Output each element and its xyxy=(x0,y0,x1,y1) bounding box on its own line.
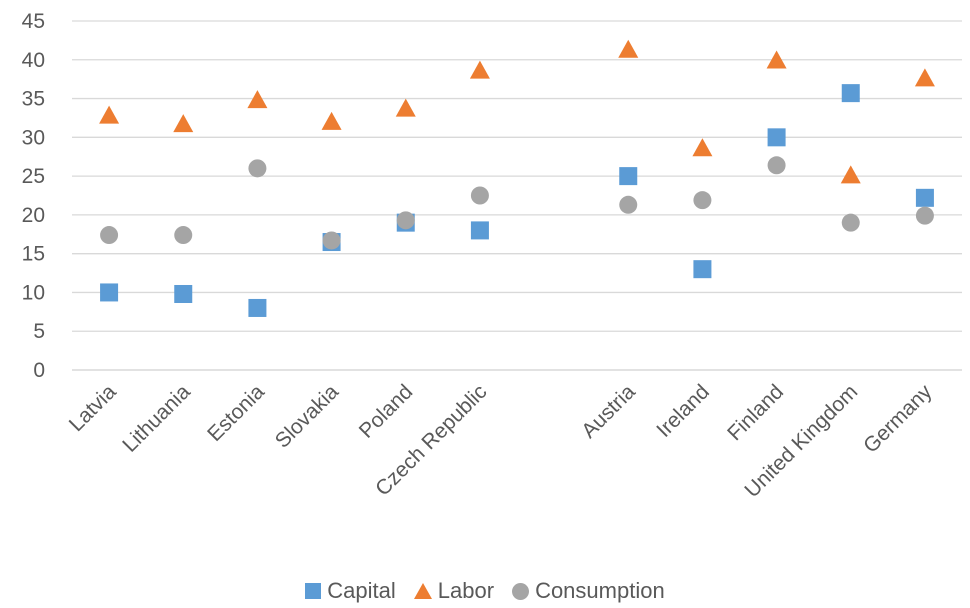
y-tick-label: 45 xyxy=(22,10,45,33)
consumption-point xyxy=(767,156,786,175)
labor-point xyxy=(840,165,861,184)
y-tick-label: 5 xyxy=(33,320,45,343)
consumption-point xyxy=(693,191,712,210)
consumption-point xyxy=(841,213,860,232)
x-tick-label: Estonia xyxy=(203,380,269,446)
y-tick-label: 0 xyxy=(33,359,45,382)
x-tick-label: Finland xyxy=(723,380,788,445)
capital-point xyxy=(470,221,489,240)
y-tick-label: 15 xyxy=(22,243,45,266)
legend-item-capital: Capital xyxy=(305,578,396,604)
capital-point xyxy=(915,188,934,207)
x-tick-label: Austria xyxy=(577,380,640,443)
y-tick-label: 25 xyxy=(22,165,45,188)
capital-point xyxy=(693,260,712,279)
series-consumption xyxy=(100,156,934,250)
x-tick-label: Poland xyxy=(355,380,418,443)
y-tick-label: 35 xyxy=(22,88,45,111)
consumption-point xyxy=(396,211,415,230)
legend-label-capital: Capital xyxy=(327,578,396,603)
capital-point xyxy=(100,283,119,302)
gridlines xyxy=(72,20,962,371)
y-tick-label: 40 xyxy=(22,49,45,72)
consumption-point xyxy=(174,226,193,245)
capital-point xyxy=(248,298,267,317)
x-tick-label: Latvia xyxy=(65,380,121,436)
y-axis-ticks: 0 5 10 15 20 25 30 35 40 45 xyxy=(22,10,45,382)
data-points xyxy=(99,39,935,317)
x-tick-label: Ireland xyxy=(652,380,714,442)
y-tick-label: 30 xyxy=(22,126,45,149)
labor-point xyxy=(173,114,194,133)
labor-point xyxy=(766,50,787,69)
consumption-point xyxy=(100,226,119,245)
labor-point xyxy=(247,90,268,109)
labor-point xyxy=(914,68,935,87)
labor-point xyxy=(395,98,416,117)
labor-point xyxy=(321,111,342,130)
labor-point xyxy=(618,39,639,58)
consumption-point xyxy=(619,195,638,214)
capital-point xyxy=(767,128,786,147)
y-tick-label: 10 xyxy=(22,281,45,304)
consumption-point xyxy=(248,159,267,178)
labor-point xyxy=(692,138,713,157)
capital-point xyxy=(619,167,638,186)
y-tick-label: 20 xyxy=(22,204,45,227)
legend: Capital Labor Consumption xyxy=(0,574,970,608)
legend-item-consumption: Consumption xyxy=(512,578,665,604)
legend-label-consumption: Consumption xyxy=(535,578,665,603)
labor-point xyxy=(469,60,490,79)
series-labor xyxy=(99,39,935,184)
capital-point xyxy=(174,284,193,303)
x-tick-label: Lithuania xyxy=(118,380,195,457)
consumption-point xyxy=(470,186,489,205)
legend-item-labor: Labor xyxy=(413,578,495,604)
square-marker-icon xyxy=(305,583,322,599)
labor-point xyxy=(99,105,120,124)
circle-marker-icon xyxy=(512,582,530,600)
series-capital xyxy=(100,84,934,317)
legend-label-labor: Labor xyxy=(437,578,495,603)
capital-point xyxy=(841,84,860,103)
consumption-point xyxy=(322,231,341,250)
x-tick-label: Germany xyxy=(859,380,937,458)
consumption-point xyxy=(915,206,934,225)
x-tick-label: Slovakia xyxy=(271,380,344,453)
triangle-marker-icon xyxy=(413,583,432,599)
